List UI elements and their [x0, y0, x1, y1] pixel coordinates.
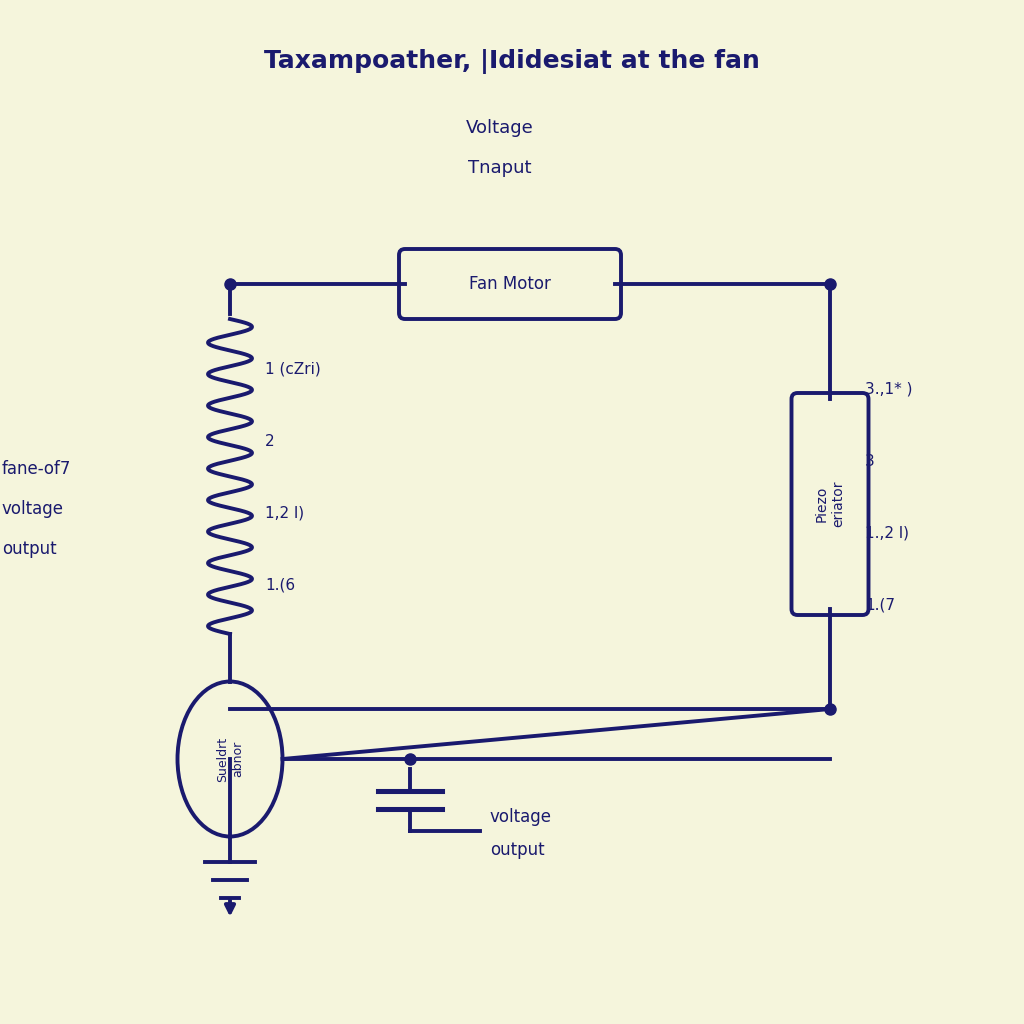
Text: 1.(7: 1.(7	[865, 597, 895, 612]
Text: Voltage: Voltage	[466, 119, 534, 137]
Text: 1,2 l): 1,2 l)	[265, 506, 304, 520]
Text: 1.(6: 1.(6	[265, 578, 295, 593]
Text: output: output	[2, 540, 56, 558]
Text: output: output	[490, 841, 545, 859]
Text: 1.,2 l): 1.,2 l)	[865, 525, 909, 541]
Text: Fan Motor: Fan Motor	[469, 275, 551, 293]
Text: 3.,1* ): 3.,1* )	[865, 382, 912, 396]
Text: 2: 2	[265, 433, 274, 449]
Text: Sueldrt
abnor: Sueldrt abnor	[216, 736, 244, 781]
Text: voltage: voltage	[490, 808, 552, 826]
Text: voltage: voltage	[2, 500, 63, 518]
Text: fane-of7: fane-of7	[2, 460, 72, 478]
Text: Tnaput: Tnaput	[468, 159, 531, 177]
Ellipse shape	[177, 682, 283, 837]
Text: 3: 3	[865, 454, 874, 469]
Text: Taxampoather, |Ididesiat at the fan: Taxampoather, |Ididesiat at the fan	[264, 49, 760, 74]
FancyBboxPatch shape	[792, 393, 868, 615]
Text: 1 (cZri): 1 (cZri)	[265, 361, 321, 377]
FancyBboxPatch shape	[399, 249, 621, 319]
Text: Piezo
eriator: Piezo eriator	[815, 480, 845, 527]
